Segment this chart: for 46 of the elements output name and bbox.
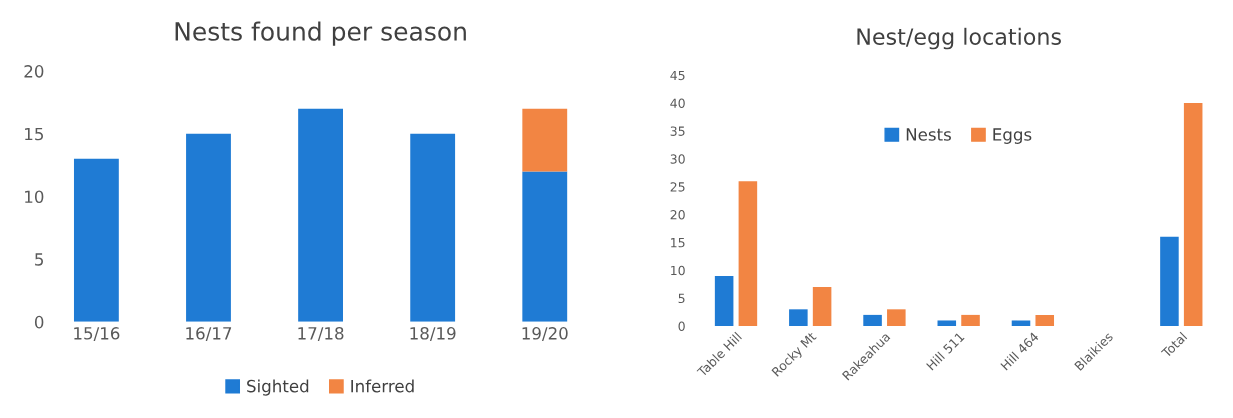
bar	[186, 133, 231, 322]
x-tick-label: 19/20	[522, 327, 568, 341]
bar	[789, 309, 808, 327]
x-tick-label: Hill 511	[925, 331, 965, 371]
bar	[1183, 103, 1203, 327]
y-tick-label: 10	[671, 265, 685, 276]
bar	[961, 314, 980, 327]
y-tick-label: 40	[670, 98, 685, 109]
bar	[1160, 236, 1179, 327]
y-tick-label: 5	[678, 293, 685, 304]
legend-label: Eggs	[993, 128, 1032, 144]
bar	[937, 320, 957, 327]
y-tick-label: 20	[670, 210, 685, 220]
bar	[863, 314, 882, 327]
y-tick-label: 10	[25, 190, 44, 204]
bar	[522, 108, 568, 172]
x-tick-label: 18/19	[410, 327, 456, 341]
x-tick-label: 15/16	[74, 327, 120, 341]
y-tick-label: 5	[35, 253, 43, 266]
y-tick-label: 35	[670, 126, 685, 136]
bar	[522, 171, 568, 322]
y-tick-label: 15	[25, 127, 43, 141]
bar	[73, 158, 119, 322]
x-tick-label: Hill 464	[1000, 331, 1040, 371]
y-tick-label: 0	[34, 315, 44, 329]
y-tick-label: 30	[670, 154, 685, 164]
x-tick-label: 17/18	[298, 327, 344, 341]
y-tick-label: 0	[678, 321, 685, 331]
x-tick-label: 16/17	[186, 327, 232, 341]
bar	[1011, 320, 1031, 327]
y-tick-label: 15	[671, 238, 685, 248]
y-tick-label: 20	[24, 65, 44, 78]
chart-title: Nest/egg locations	[857, 27, 1061, 50]
bar	[1035, 314, 1055, 327]
legend-label: Nests	[906, 128, 951, 141]
chart-title: Nests found per season	[175, 21, 466, 46]
y-tick-label: 45	[670, 70, 685, 81]
bar	[714, 275, 734, 327]
bar	[738, 181, 758, 327]
bar	[298, 108, 343, 322]
y-tick-label: 25	[670, 182, 685, 192]
bar	[887, 309, 906, 327]
legend-label: Inferred	[351, 379, 414, 393]
bar	[410, 133, 456, 322]
bar	[812, 287, 832, 327]
legend-label: Sighted	[247, 379, 309, 396]
